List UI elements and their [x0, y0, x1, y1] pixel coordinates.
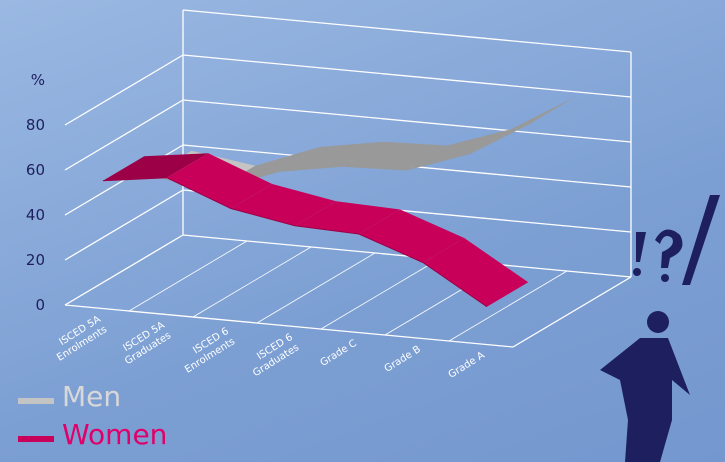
series [102, 153, 529, 308]
grid-line [64, 189, 184, 261]
ribbon-face [278, 141, 384, 172]
floor-line [256, 252, 376, 324]
y-tick-label: 40 [26, 206, 45, 224]
floor-edge [64, 304, 514, 348]
floor-line [128, 240, 248, 312]
floor-line [512, 276, 632, 348]
y-tick-label: 20 [26, 251, 45, 269]
ribbon-face [294, 201, 401, 234]
ribbon-face [406, 129, 512, 170]
ribbon-face [102, 153, 209, 181]
ribbon-face [422, 238, 529, 307]
grid-line [64, 54, 184, 126]
legend-label: Women [62, 418, 168, 451]
grid-line [64, 234, 184, 306]
legend-swatch [18, 436, 54, 442]
grid-line [182, 234, 632, 278]
legend-label: Men [62, 380, 122, 413]
ribbon-face [358, 209, 465, 263]
y-axis-label: % [31, 71, 45, 89]
floor-line [192, 246, 312, 318]
y-tick-label: 60 [26, 161, 45, 179]
ribbon-edge [102, 177, 488, 308]
y-tick-label: 0 [35, 296, 45, 314]
grid-line [182, 54, 632, 98]
legend-swatch [18, 398, 54, 404]
figure-icon [600, 195, 720, 462]
floor-line [448, 270, 568, 342]
ribbon-face [342, 141, 448, 170]
floor-line [320, 258, 440, 330]
grid-line [64, 99, 184, 171]
y-tick-label: 80 [26, 116, 45, 134]
wall-edge [182, 9, 632, 53]
ribbon-face [166, 153, 273, 209]
ribbon-face [470, 96, 576, 154]
grid-line [182, 99, 632, 143]
